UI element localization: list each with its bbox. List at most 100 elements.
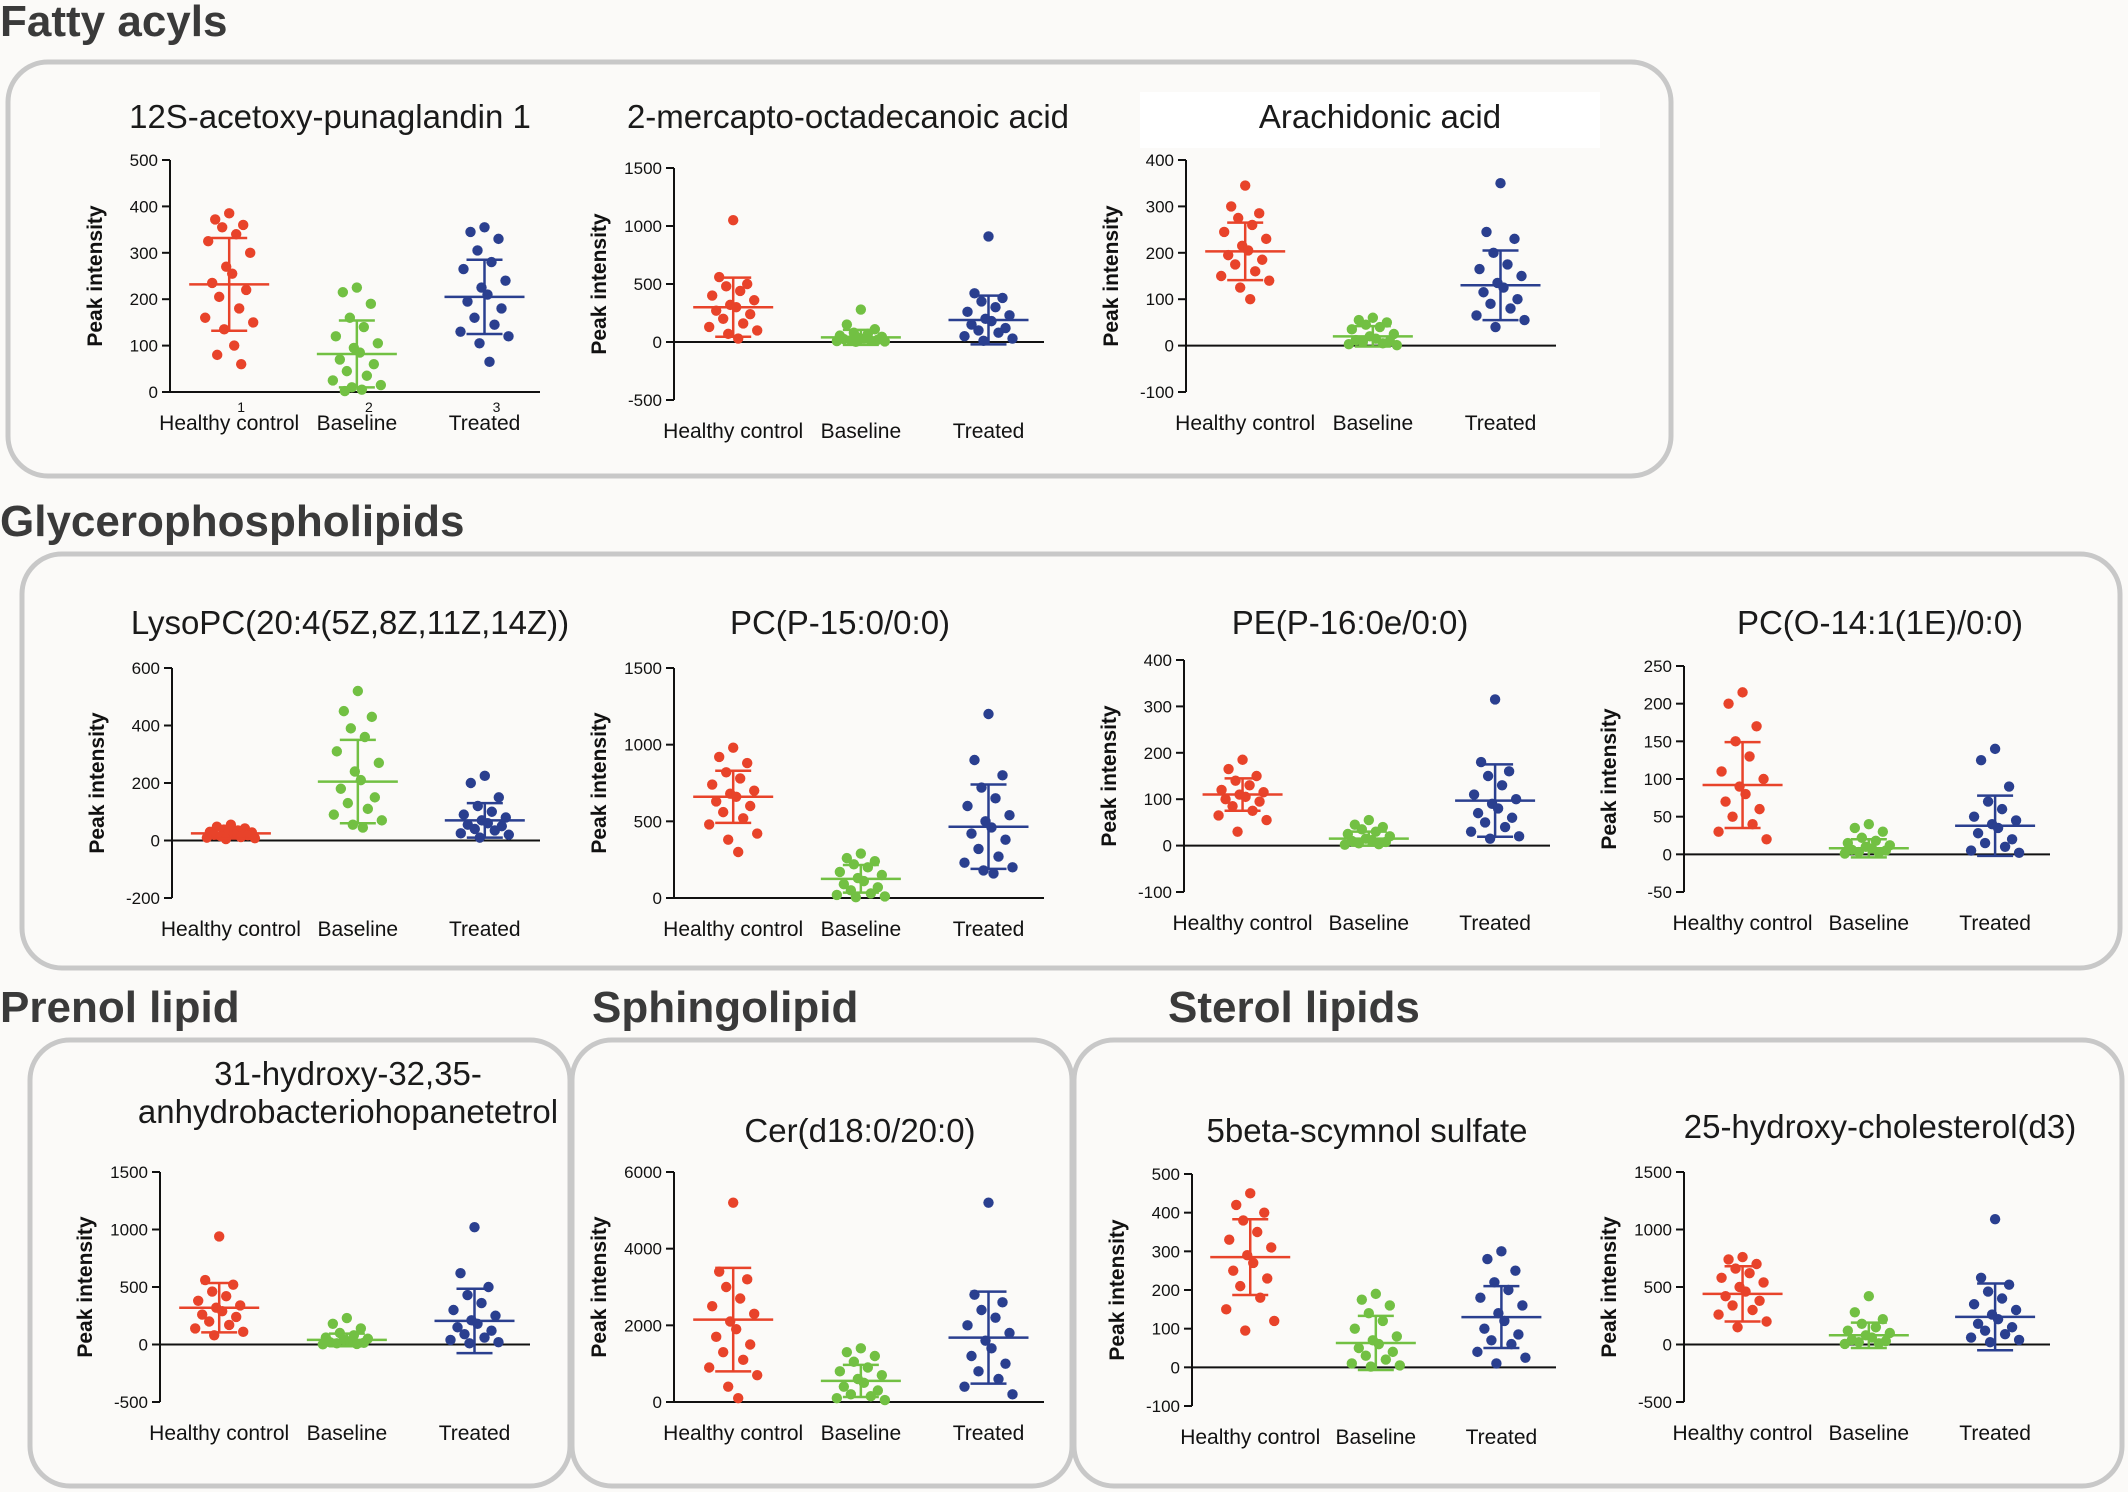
data-point xyxy=(752,325,763,336)
data-point xyxy=(1975,754,1987,766)
data-point xyxy=(1965,845,1977,856)
data-point xyxy=(735,285,746,297)
data-point xyxy=(476,1297,487,1309)
y-tick-label: 1000 xyxy=(624,736,662,755)
chart-title: 31-hydroxy-32,35- xyxy=(214,1055,482,1092)
y-tick-label: 500 xyxy=(634,812,662,831)
data-point xyxy=(1482,1253,1493,1265)
data-point xyxy=(1004,310,1015,321)
y-tick-label: 4000 xyxy=(624,1240,662,1259)
data-point xyxy=(486,806,497,817)
data-point xyxy=(469,1222,480,1233)
data-point xyxy=(459,1328,470,1340)
y-axis-label: Peak intensity xyxy=(1100,205,1123,347)
data-point xyxy=(331,746,343,757)
data-point xyxy=(1972,1318,1984,1330)
data-point xyxy=(1713,1309,1724,1320)
data-point xyxy=(1870,1322,1882,1333)
data-point xyxy=(1761,834,1772,845)
data-point xyxy=(1475,756,1487,768)
chart-title: 12S-acetoxy-punaglandin 1 xyxy=(129,98,531,135)
data-point xyxy=(1744,1268,1755,1279)
y-axis-label: Peak intensity xyxy=(74,1216,97,1358)
data-point xyxy=(489,825,500,836)
data-point xyxy=(721,1281,732,1293)
data-point xyxy=(245,247,256,258)
data-point xyxy=(1237,754,1248,765)
data-point xyxy=(214,1231,225,1242)
data-point xyxy=(469,312,480,323)
data-point xyxy=(850,892,862,903)
data-point xyxy=(1713,826,1724,837)
y-tick-label: 500 xyxy=(120,1278,148,1297)
data-point xyxy=(1465,826,1477,837)
y-tick-label: 0 xyxy=(1663,1336,1672,1355)
data-point xyxy=(1842,1325,1854,1336)
data-point xyxy=(328,809,340,820)
data-point xyxy=(228,1279,239,1290)
y-tick-label: 500 xyxy=(1644,1278,1672,1297)
data-point xyxy=(983,708,994,720)
chart-title: 2-mercapto-octadecanoic acid xyxy=(627,98,1069,135)
x-tick-label: Treated xyxy=(953,420,1025,443)
data-point xyxy=(1000,1358,1011,1369)
data-point xyxy=(1716,766,1727,777)
y-tick-label: 100 xyxy=(1644,770,1672,789)
y-tick-label: 1000 xyxy=(624,217,662,236)
data-point xyxy=(1004,1327,1015,1339)
data-point xyxy=(1261,814,1272,826)
data-point xyxy=(1761,1316,1772,1327)
data-point xyxy=(1367,312,1379,323)
x-tick-label: Healthy control xyxy=(663,1422,803,1445)
y-tick-label: 0 xyxy=(1163,837,1172,856)
y-tick-label: 400 xyxy=(1146,151,1174,170)
data-point xyxy=(1491,1358,1502,1369)
x-tick-label: Baseline xyxy=(1333,412,1414,435)
data-point xyxy=(1479,817,1491,828)
data-point xyxy=(334,354,346,365)
data-point xyxy=(749,1308,760,1320)
data-point xyxy=(500,275,511,286)
x-tick-number: 1 xyxy=(237,399,245,415)
data-point xyxy=(235,1300,246,1311)
data-point xyxy=(831,1392,843,1404)
data-point xyxy=(445,1334,456,1346)
data-point xyxy=(1853,1337,1865,1348)
data-point xyxy=(1343,339,1355,350)
data-point xyxy=(1224,1234,1235,1245)
data-point xyxy=(249,833,261,844)
y-tick-label: 0 xyxy=(653,333,662,352)
data-point xyxy=(2003,781,2015,792)
data-point xyxy=(1269,1315,1280,1327)
data-point xyxy=(1384,1300,1396,1311)
y-tick-label: 400 xyxy=(1144,651,1172,670)
data-point xyxy=(1230,259,1241,270)
data-point xyxy=(1856,832,1868,843)
chart-title: PC(P-15:0/0:0) xyxy=(730,604,950,641)
data-point xyxy=(855,848,867,859)
glycerophospholipids-frame xyxy=(19,551,2123,971)
data-point xyxy=(738,318,749,329)
data-point xyxy=(1499,821,1511,833)
data-point xyxy=(341,1312,353,1324)
x-tick-label: Treated xyxy=(449,412,521,435)
x-tick-label: Treated xyxy=(449,918,521,941)
y-axis-label: Peak intensity xyxy=(588,213,611,355)
data-point xyxy=(1720,796,1731,807)
sphingolipid-frame xyxy=(569,1037,1075,1489)
data-point xyxy=(1877,826,1889,837)
y-tick-label: 300 xyxy=(1144,697,1172,716)
x-tick-label: Healthy control xyxy=(1673,1422,1813,1445)
data-point xyxy=(1503,766,1515,777)
data-point xyxy=(327,1318,339,1330)
data-point xyxy=(2013,847,2025,859)
data-point xyxy=(1513,831,1525,842)
x-tick-label: Healthy control xyxy=(1173,912,1313,935)
data-point xyxy=(362,803,374,815)
data-point xyxy=(1758,773,1769,785)
chart-lysopc: LysoPC(20:4(5Z,8Z,11Z,14Z)) -200 0 200 400 60… xyxy=(86,604,569,941)
x-tick-label: Baseline xyxy=(317,412,398,435)
data-point xyxy=(1849,1307,1861,1318)
data-point xyxy=(993,1373,1004,1385)
y-tick-label: 0 xyxy=(653,1393,662,1412)
